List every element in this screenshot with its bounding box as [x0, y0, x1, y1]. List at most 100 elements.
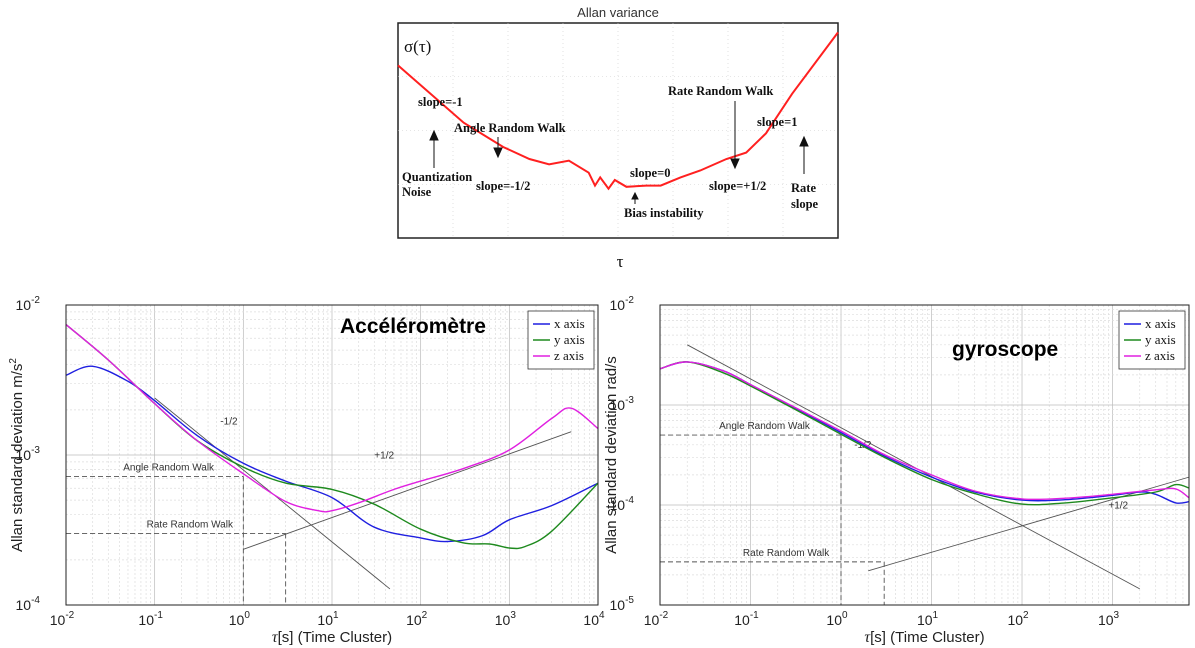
gyro-x-tick-base: 10	[644, 612, 660, 628]
acc-x-tick: 10-1	[138, 610, 163, 628]
annotation-slope-plus-half: slope=+1/2	[709, 179, 766, 193]
arrow-bias-instability-head	[631, 191, 639, 200]
annotation-rate-slope-line1: Rate	[791, 181, 816, 195]
gyro-y-tick-base: 10	[610, 397, 626, 413]
top-allan-curve	[397, 31, 839, 191]
gyro-y-label: Allan standard deviation rad/s	[603, 356, 620, 554]
annotation-rate-slope: Rate slope	[791, 181, 819, 211]
acc-reference-line	[243, 431, 572, 550]
y-label-text: Allan standard deviation m/s	[9, 364, 26, 552]
annotation-bias-instability: Bias instability	[624, 206, 704, 220]
acc-x-tick-exp: -2	[65, 610, 74, 621]
gyro-x-tick-base: 10	[1007, 612, 1023, 628]
acc-x-tick: 103	[495, 610, 517, 628]
gyro-series-group	[659, 361, 1190, 506]
acc-x-tick-base: 10	[495, 612, 511, 628]
acc-x-tick: 101	[317, 610, 339, 628]
acc-x-tick-exp: 1	[333, 610, 339, 621]
gyro-y-tick: 10-4	[610, 495, 635, 513]
annotation-slope-minus-1: slope=-1	[418, 95, 463, 109]
gyro-x-tick: 10-2	[644, 610, 669, 628]
gyro-y-tick-labels: 10-510-410-310-2	[610, 295, 635, 613]
gyro-y-tick-base: 10	[610, 597, 626, 613]
acc-y-tick-exp: -2	[31, 295, 40, 306]
gyro-x-tick: 102	[1007, 610, 1029, 628]
acc-y-tick-base: 10	[16, 297, 32, 313]
acc-reference-lines: -1/2 +1/2 Angle Random Walk Rate Random Wal…	[66, 397, 572, 605]
acc-x-tick: 100	[229, 610, 251, 628]
gyro-grid	[659, 304, 1190, 606]
accelerometer-plot: -1/2 +1/2 Angle Random Walk Rate Random Wal…	[8, 295, 605, 646]
gyro-marker-label: Rate Random Walk	[743, 548, 830, 559]
arrow-angle-random-walk-head	[493, 147, 503, 159]
acc-x-tick: 104	[583, 610, 605, 628]
acc-legend-label: y axis	[554, 332, 585, 347]
acc-series-z-axis	[65, 324, 599, 513]
gyro-x-tick-exp: 3	[1114, 610, 1120, 621]
acc-x-label: τ[s] (Time Cluster)	[272, 629, 392, 646]
gyro-x-tick-base: 10	[917, 612, 933, 628]
gyro-y-tick: 10-2	[610, 295, 635, 313]
gyro-legend-label: x axis	[1145, 316, 1176, 331]
gyro-plot-frame	[659, 304, 1190, 606]
acc-y-tick-labels: 10-410-310-2	[16, 295, 41, 613]
acc-x-tick-base: 10	[229, 612, 245, 628]
annotation-rate-slope-line2: slope	[791, 197, 819, 211]
gyro-y-tick-base: 10	[610, 497, 626, 513]
gyro-x-tick: 100	[826, 610, 848, 628]
acc-marker-label: Angle Random Walk	[123, 462, 215, 473]
acc-grid	[65, 304, 599, 606]
acc-y-tick: 10-4	[16, 595, 41, 613]
top-annotation-arrows	[429, 101, 809, 204]
acc-x-tick-exp: -1	[154, 610, 163, 621]
acc-x-tick: 102	[406, 610, 428, 628]
annotation-quantization-noise: Quantization Noise	[402, 170, 475, 199]
annotation-slope-one: slope=1	[757, 115, 797, 129]
y-label-text: Allan standard deviation rad/s	[603, 356, 620, 554]
annotation-angle-random-walk: Angle Random Walk	[454, 121, 566, 135]
gyro-x-tick: 103	[1098, 610, 1120, 628]
gyro-legend-label: z axis	[1145, 348, 1175, 363]
top-x-label: τ	[617, 252, 624, 271]
gyro-marker-label: Angle Random Walk	[719, 421, 811, 432]
acc-x-tick-base: 10	[583, 612, 599, 628]
annotation-quantization-line1: Quantization	[402, 170, 472, 184]
acc-reference-label: -1/2	[220, 416, 238, 427]
gyro-x-tick-exp: -2	[659, 610, 668, 621]
gyro-reference-label: +1/2	[1108, 501, 1128, 512]
gyro-x-label-text: [s] (Time Cluster)	[870, 629, 984, 646]
annotation-slope-minus-half: slope=-1/2	[476, 179, 530, 193]
gyro-x-tick-exp: -1	[750, 610, 759, 621]
gyro-series-x-axis	[659, 361, 1190, 504]
gyro-x-tick-labels: 10-2 10-1 100 101 102 103	[644, 610, 1120, 628]
acc-y-tick: 10-3	[16, 445, 41, 463]
gyro-y-tick-base: 10	[610, 297, 626, 313]
acc-legend-label: x axis	[554, 316, 585, 331]
arrow-rate-random-walk-head	[730, 158, 740, 170]
acc-plot-frame	[65, 304, 599, 606]
acc-y-tick-base: 10	[16, 447, 32, 463]
allan-variance-schematic: Allan variance σ(τ) τ slope=-1 Angle Ran…	[397, 5, 839, 271]
annotation-slope-zero: slope=0	[630, 166, 670, 180]
acc-y-label: Allan standard deviation m/s2	[8, 358, 26, 552]
arrow-rate-slope-head	[799, 135, 809, 147]
acc-x-tick-base: 10	[406, 612, 422, 628]
top-annotations: slope=-1 Angle Random Walk Quantization …	[402, 84, 819, 220]
arrow-quantization-head	[429, 129, 439, 141]
gyro-x-label-tau: τ	[864, 629, 871, 646]
gyro-legend-label: y axis	[1145, 332, 1176, 347]
top-y-label: σ(τ)	[404, 37, 431, 56]
gyro-x-tick-exp: 2	[1023, 610, 1029, 621]
acc-x-label-tau: τ	[272, 629, 279, 646]
acc-title: Accéléromètre	[340, 315, 486, 338]
acc-x-tick-exp: 0	[244, 610, 250, 621]
gyro-x-tick-base: 10	[734, 612, 750, 628]
acc-x-label-text: [s] (Time Cluster)	[278, 629, 392, 646]
acc-x-tick-exp: 4	[599, 610, 605, 621]
y-label-exp: 2	[8, 358, 19, 364]
acc-series-group	[65, 324, 599, 550]
annotation-rate-random-walk: Rate Random Walk	[668, 84, 773, 98]
